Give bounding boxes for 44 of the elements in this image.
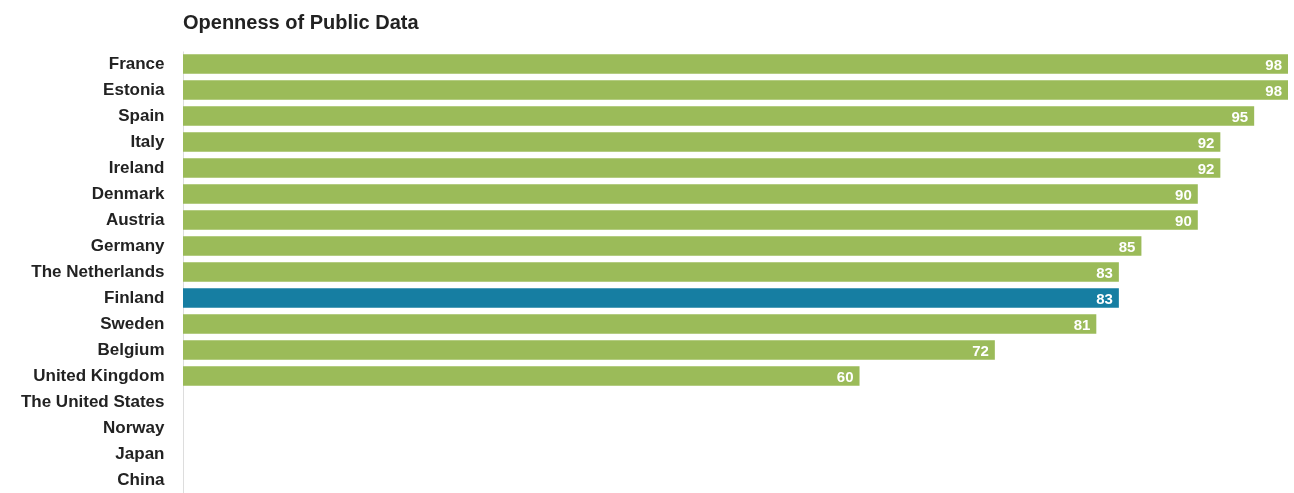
- y-tick-label: Austria: [105, 210, 166, 229]
- bar: [183, 340, 995, 360]
- data-label: 60: [836, 368, 854, 385]
- data-label: 72: [972, 342, 989, 359]
- bar: [183, 236, 1142, 256]
- bar: [183, 158, 1221, 178]
- data-label: 83: [1096, 264, 1113, 281]
- y-tick-label: Germany: [90, 236, 166, 255]
- chart-title: Openness of Public Data: [183, 11, 420, 33]
- y-tick-label: Japan: [115, 444, 165, 463]
- bar: [183, 262, 1119, 282]
- y-tick-label: The Netherlands: [31, 262, 165, 281]
- data-label: 92: [1197, 160, 1215, 177]
- bar: [183, 54, 1288, 74]
- y-tick-label: The United States: [20, 392, 165, 411]
- bar: [183, 210, 1198, 230]
- y-tick-label: Ireland: [108, 158, 165, 177]
- data-label: 81: [1073, 316, 1091, 333]
- bar: [183, 366, 860, 386]
- data-label: 90: [1175, 212, 1192, 229]
- y-tick-label: Norway: [103, 418, 166, 437]
- y-tick-label: France: [108, 54, 165, 73]
- y-tick-label: China: [117, 470, 166, 489]
- y-tick-label: United Kingdom: [33, 366, 165, 385]
- bar: [183, 132, 1221, 152]
- y-tick-label: Italy: [130, 132, 166, 151]
- y-tick-label: Belgium: [97, 340, 165, 359]
- bar: [183, 80, 1288, 100]
- data-label: 98: [1265, 56, 1282, 73]
- data-label: 83: [1096, 290, 1113, 307]
- data-label: 98: [1265, 82, 1282, 99]
- bar: [183, 184, 1198, 204]
- y-tick-label: Denmark: [91, 184, 166, 203]
- y-tick-label: Estonia: [103, 80, 166, 99]
- data-label: 90: [1175, 186, 1192, 203]
- data-label: 95: [1231, 108, 1249, 125]
- data-label: 92: [1197, 134, 1215, 151]
- bar: [183, 314, 1097, 334]
- y-tick-label: Finland: [104, 288, 165, 307]
- y-tick-label: Spain: [118, 106, 165, 125]
- bar: [183, 106, 1255, 126]
- bar: [183, 288, 1119, 308]
- data-label: 85: [1118, 238, 1136, 255]
- y-tick-label: Sweden: [100, 314, 165, 333]
